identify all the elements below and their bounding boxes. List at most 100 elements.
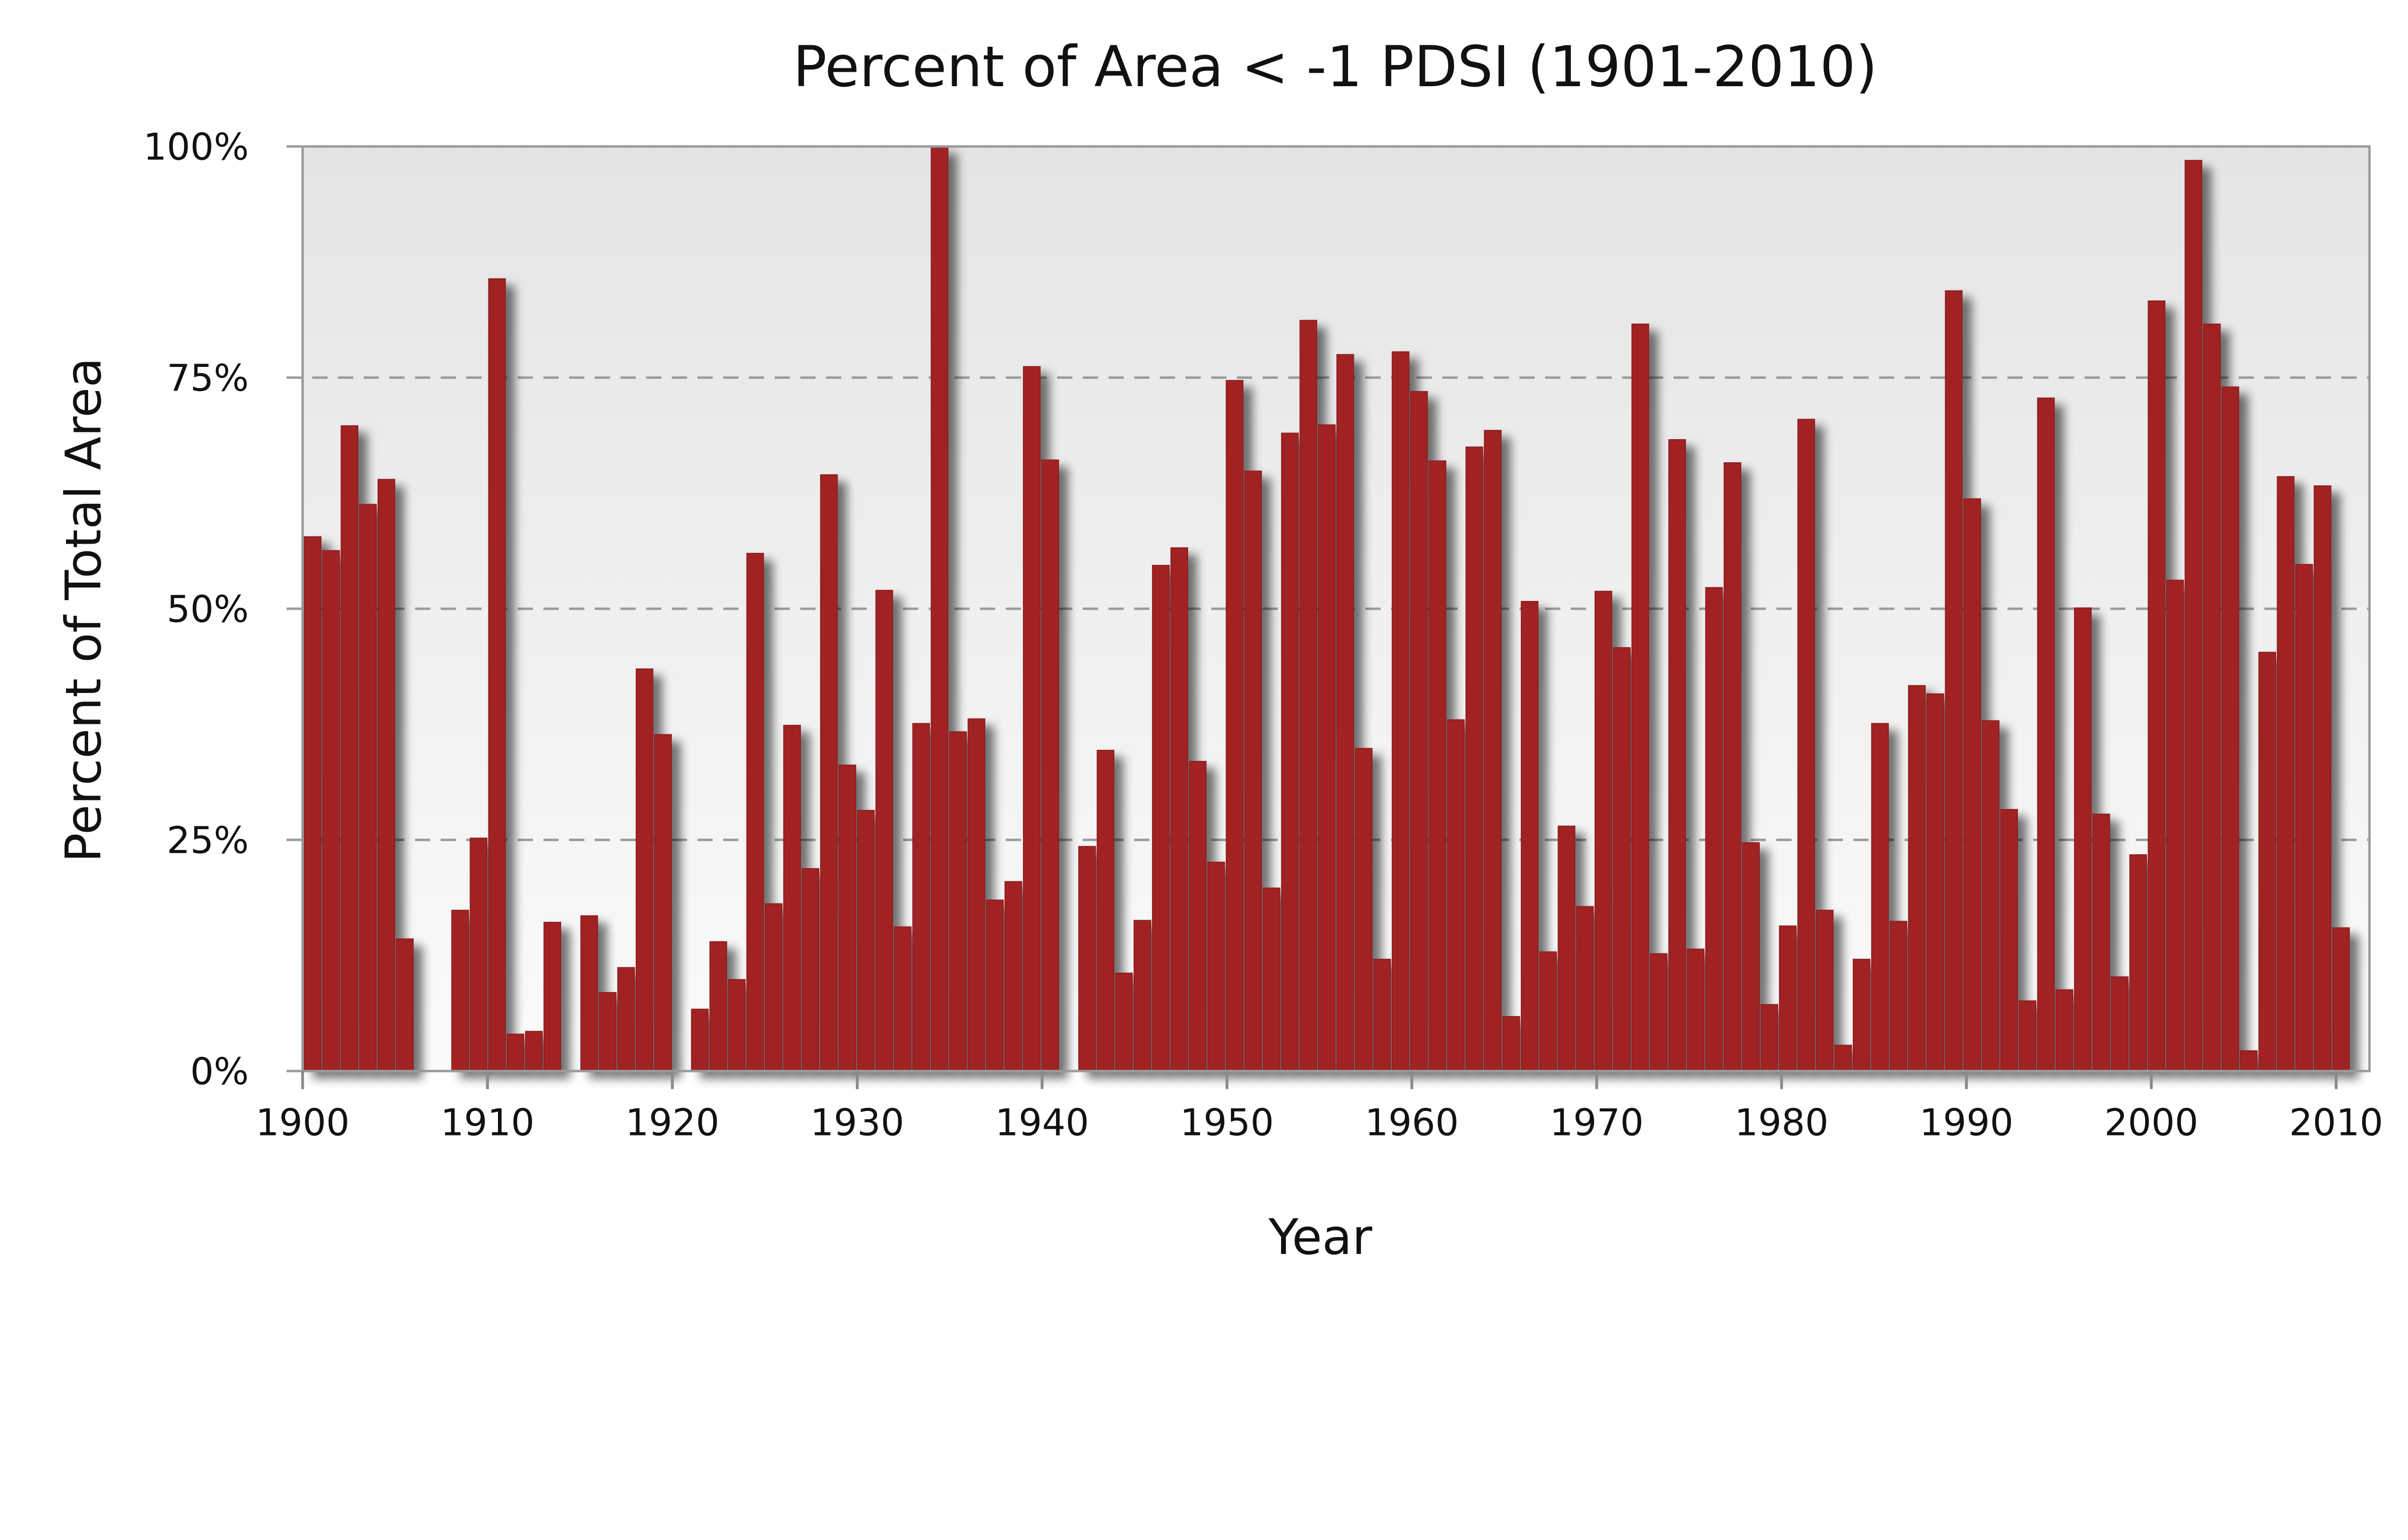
bar-1923	[728, 979, 746, 1072]
x-tick-label: 1940	[995, 1102, 1089, 1145]
x-axis-ticks: 1900 1910 1920 1930 1940 1950 1960 1970 1980 1990…	[256, 1071, 2383, 1145]
bar-2004	[2221, 386, 2239, 1071]
bar-1940	[1041, 459, 1059, 1071]
bar-1944	[1115, 972, 1133, 1071]
bar-1972	[1631, 323, 1649, 1071]
bar-1927	[801, 868, 820, 1072]
bar-1943	[1097, 750, 1114, 1071]
bar-1900	[303, 536, 322, 1071]
bar-1922	[709, 941, 727, 1071]
bar-1904	[377, 479, 395, 1071]
bar-1928	[820, 474, 838, 1071]
x-tick-label: 1980	[1735, 1102, 1829, 1145]
bar-2008	[2295, 564, 2313, 1071]
bar-1959	[1391, 351, 1410, 1071]
bar-1973	[1649, 953, 1668, 1072]
bar-1903	[359, 504, 377, 1071]
y-tick-label: 50%	[167, 588, 249, 631]
bar-1947	[1170, 547, 1189, 1071]
bar-2007	[2277, 476, 2295, 1071]
bar-1939	[1023, 366, 1041, 1071]
bar-1902	[340, 425, 359, 1071]
bar-1938	[1004, 881, 1022, 1071]
bar-1956	[1336, 354, 1354, 1071]
bar-1961	[1428, 460, 1447, 1071]
bar-1929	[838, 764, 856, 1071]
bar-1975	[1687, 948, 1705, 1072]
y-tick-label: 25%	[167, 820, 249, 862]
bar-1933	[912, 723, 930, 1072]
bar-1977	[1724, 462, 1741, 1071]
bar-1932	[894, 926, 912, 1071]
x-tick-label: 1990	[1920, 1102, 2014, 1145]
x-tick-label: 1910	[441, 1102, 535, 1145]
bar-1985	[1871, 723, 1889, 1072]
bar-1918	[636, 668, 654, 1071]
x-tick-label: 2010	[2289, 1102, 2383, 1145]
bar-1916	[599, 992, 617, 1071]
bar-1999	[2129, 854, 2147, 1071]
bar-1986	[1889, 921, 1908, 1071]
x-tick-label: 1960	[1365, 1102, 1459, 1145]
bar-2002	[2185, 160, 2202, 1071]
bar-1970	[1595, 590, 1612, 1071]
bar-1921	[691, 1008, 709, 1072]
bar-1976	[1705, 587, 1723, 1071]
x-tick-label: 1930	[810, 1102, 904, 1145]
bar-1910	[488, 278, 506, 1071]
y-axis-label: Percent of Total Area	[55, 357, 112, 862]
bar-1909	[470, 837, 488, 1072]
bar-1931	[875, 589, 893, 1071]
bar-1901	[322, 550, 340, 1071]
bar-1915	[580, 915, 598, 1071]
bar-1950	[1226, 380, 1243, 1071]
x-tick-label: 1900	[256, 1102, 350, 1145]
bar-1951	[1244, 470, 1262, 1071]
bar-1974	[1668, 439, 1686, 1071]
bar-1969	[1576, 906, 1594, 1071]
bar-2001	[2166, 579, 2184, 1071]
bar-1995	[2055, 989, 2073, 1072]
bar-1936	[968, 718, 985, 1071]
bar-1911	[507, 1033, 524, 1072]
bar-1930	[857, 809, 875, 1071]
bar-1935	[949, 731, 967, 1071]
bar-1912	[525, 1031, 543, 1071]
y-tick-label: 75%	[167, 357, 249, 400]
bar-1917	[617, 967, 635, 1071]
bar-1908	[451, 910, 469, 1071]
bar-1984	[1853, 959, 1871, 1072]
x-tick-label: 1920	[626, 1102, 720, 1145]
bar-1958	[1373, 959, 1391, 1072]
bar-1962	[1447, 719, 1465, 1071]
bar-1994	[2037, 397, 2055, 1071]
bar-1988	[1926, 693, 1944, 1071]
bar-1934	[930, 146, 949, 1071]
chart-title: Percent of Area < -1 PDSI (1901-2010)	[793, 34, 1878, 100]
bar-1948	[1189, 761, 1207, 1072]
bar-1937	[986, 900, 1004, 1071]
x-axis-label: Year	[1268, 1209, 1372, 1266]
bar-1924	[746, 553, 764, 1071]
bar-2005	[2240, 1050, 2258, 1072]
bar-1963	[1465, 446, 1483, 1071]
bar-1952	[1262, 887, 1281, 1072]
drought-area-bar-chart: Percent of Area < -1 PDSI (1901-2010) 0%…	[55, 34, 2383, 1266]
bar-2009	[2314, 485, 2331, 1071]
bar-1989	[1945, 290, 1963, 1072]
bar-1987	[1908, 685, 1926, 1072]
y-tick-label: 100%	[144, 126, 249, 169]
bar-1965	[1502, 1016, 1520, 1071]
bar-1942	[1078, 846, 1096, 1071]
bar-1971	[1613, 647, 1631, 1071]
bar-1945	[1133, 920, 1152, 1071]
bar-1983	[1834, 1044, 1852, 1072]
bar-1925	[765, 903, 783, 1072]
x-tick-label: 2000	[2104, 1102, 2198, 1145]
bar-1982	[1816, 910, 1834, 1071]
bar-1990	[1963, 498, 1981, 1071]
bar-1998	[2111, 976, 2129, 1071]
bar-1905	[396, 938, 414, 1072]
bar-2000	[2147, 300, 2166, 1072]
bar-1968	[1557, 825, 1576, 1071]
